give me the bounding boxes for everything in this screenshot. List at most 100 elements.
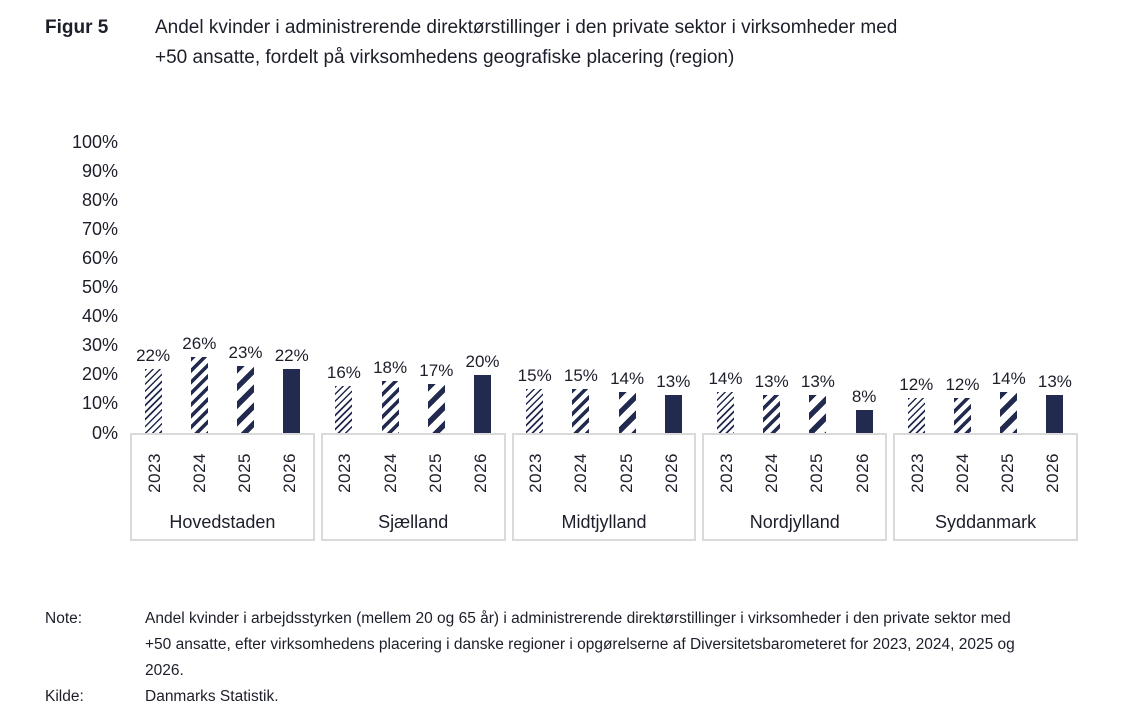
y-axis-tick-label: 20% [81, 364, 118, 385]
bar-2024 [381, 380, 399, 433]
bar-2026 [664, 395, 682, 433]
year-labels-row: 2023 2024 2025 2026 [895, 441, 1076, 505]
region-label: Syddanmark [935, 512, 1037, 532]
year-tick-label: 2023 [144, 453, 164, 493]
data-label: 23% [228, 343, 263, 363]
bar-2026 [1046, 395, 1064, 433]
category-label-box: 2023 2024 2025 2026 Sjælland [320, 433, 506, 541]
year-labels-row: 2023 2024 2025 2026 [704, 441, 885, 505]
data-label: 22% [136, 346, 171, 365]
bar-slot: 16% [321, 142, 367, 433]
bars-row: 12% 12% 14% 13% [893, 142, 1078, 433]
y-axis-tick-label: 10% [81, 393, 118, 414]
bar-slot: 13% [650, 142, 696, 433]
bars-row: 14% 13% 13% 8% [702, 142, 887, 433]
region-label: Nordjylland [749, 512, 840, 532]
data-label: 13% [656, 372, 691, 392]
year-tick-label: 2024 [952, 453, 972, 493]
year-slot: 2024 [177, 441, 222, 505]
bar-slot: 14% [702, 142, 748, 433]
year-tick-label: 2026 [471, 453, 490, 493]
bar-2025 [237, 366, 254, 433]
year-tick-label: 2024 [380, 453, 400, 493]
data-label: 14% [610, 369, 645, 389]
year-tick-label: 2025 [425, 453, 445, 493]
bar-slot: 15% [558, 142, 604, 433]
year-tick-label: 2025 [807, 453, 827, 493]
y-axis-tick-label: 30% [81, 335, 118, 356]
bar-2026 [474, 374, 491, 433]
category-group: 14% 13% 13% 8% 2023 2024 2025 2026 Nordjylland [702, 142, 888, 541]
bar-chart: 0% 10% 20% 30% 40% 50% 60% 70% 80% 90% 100% 22% 26%… [0, 132, 1133, 562]
data-label: 14% [991, 369, 1026, 389]
bar-slot: 14% [986, 142, 1032, 433]
bar-2026 [283, 369, 301, 433]
bar-slot: 14% [604, 142, 650, 433]
year-tick-label: 2026 [1043, 453, 1063, 493]
bar-slot: 23% [222, 142, 268, 433]
year-tick-label: 2026 [661, 453, 681, 493]
year-slot: 2026 [649, 441, 694, 505]
bar-2025 [618, 392, 636, 433]
bar-slot: 13% [1032, 142, 1078, 433]
data-label: 17% [419, 360, 454, 380]
bar-slot: 12% [939, 142, 985, 433]
year-tick-label: 2025 [235, 453, 254, 493]
region-label: Midtjylland [561, 512, 647, 532]
category-label-box: 2023 2024 2025 2026 Hovedstaden [130, 433, 315, 541]
bars-row: 15% 15% 14% 13% [512, 142, 697, 433]
bar-2023 [335, 386, 353, 433]
year-slot: 2025 [413, 441, 458, 505]
year-tick-label: 2025 [616, 453, 636, 493]
year-labels-row: 2023 2024 2025 2026 [323, 441, 504, 505]
data-label: 13% [1037, 372, 1072, 392]
bar-2023 [526, 389, 544, 433]
note-row: Note: Andel kvinder i arbejdsstyrken (me… [45, 606, 1050, 684]
bar-2024 [190, 357, 208, 433]
year-tick-label: 2025 [998, 453, 1018, 493]
bar-2023 [144, 369, 162, 433]
y-axis: 0% 10% 20% 30% 40% 50% 60% 70% 80% 90% 100% [38, 132, 118, 443]
year-slot: 2023 [514, 441, 559, 505]
y-axis-tick-label: 100% [71, 131, 118, 152]
year-slot: 2026 [1031, 441, 1076, 505]
year-tick-label: 2024 [571, 453, 591, 493]
bar-2026 [855, 409, 873, 433]
year-slot: 2026 [840, 441, 885, 505]
year-slot: 2024 [750, 441, 795, 505]
year-slot: 2024 [368, 441, 413, 505]
year-slot: 2023 [323, 441, 368, 505]
year-labels-row: 2023 2024 2025 2026 [514, 441, 695, 505]
year-slot: 2025 [604, 441, 649, 505]
category-group: 15% 15% 14% 13% 2023 2024 2025 2026 Midtjylland [511, 142, 697, 541]
data-label: 14% [708, 369, 743, 389]
year-tick-label: 2023 [526, 453, 546, 493]
data-label: 18% [373, 357, 408, 377]
bar-2024 [763, 395, 781, 433]
bar-2025 [809, 395, 827, 433]
data-label: 13% [800, 372, 835, 392]
year-slot: 2026 [458, 441, 503, 505]
year-slot: 2023 [132, 441, 177, 505]
year-slot: 2023 [704, 441, 749, 505]
bar-slot: 17% [413, 142, 459, 433]
data-label: 12% [945, 375, 980, 395]
plot-area: 22% 26% 23% 22% 2023 2024 2025 2026 Hovedstaden 1… [130, 142, 1078, 541]
bar-slot: 18% [367, 142, 413, 433]
y-axis-tick-label: 80% [81, 189, 118, 210]
category-group: 16% 18% 17% 20% 2023 2024 2025 2026 Sjælland [320, 142, 506, 541]
year-tick-label: 2023 [907, 453, 927, 493]
category-label-box: 2023 2024 2025 2026 Midtjylland [511, 433, 697, 541]
note-text: Andel kvinder i arbejdsstyrken (mellem 2… [145, 610, 1015, 679]
bar-slot: 13% [795, 142, 841, 433]
year-tick-label: 2024 [762, 453, 782, 493]
bar-slot: 26% [176, 142, 222, 433]
year-tick-label: 2023 [335, 453, 355, 493]
category-label-box: 2023 2024 2025 2026 Nordjylland [702, 433, 888, 541]
year-slot: 2026 [268, 441, 313, 505]
category-group: 12% 12% 14% 13% 2023 2024 2025 2026 Syddanmark [893, 142, 1078, 541]
category-label-box: 2023 2024 2025 2026 Syddanmark [893, 433, 1078, 541]
year-tick-label: 2023 [716, 453, 736, 493]
bar-slot: 15% [512, 142, 558, 433]
